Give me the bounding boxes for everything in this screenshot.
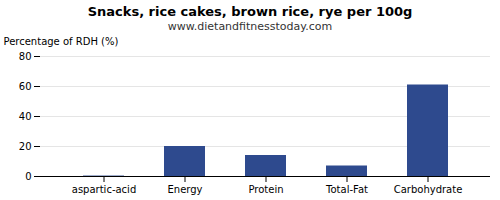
svg-text:0: 0 — [25, 171, 31, 182]
svg-text:80: 80 — [19, 51, 32, 62]
svg-text:40: 40 — [19, 111, 32, 122]
html-text:www.dietandfitnesstoday.com: www.dietandfitnesstoday.com — [167, 20, 333, 33]
svg-text:aspartic-acid: aspartic-acid — [72, 184, 136, 195]
svg-text:Energy: Energy — [167, 184, 202, 195]
svg-text:Carbohydrate: Carbohydrate — [394, 184, 463, 195]
html-text:Snacks, rice cakes, brown rice: Snacks, rice cakes, brown rice, rye per … — [87, 4, 413, 19]
svg-text:20: 20 — [19, 141, 32, 152]
svg-text:Total-Fat: Total-Fat — [325, 184, 368, 195]
svg-text:Percentage of RDH (%): Percentage of RDH (%) — [4, 36, 119, 47]
svg-text:Protein: Protein — [248, 184, 283, 195]
svg-text:60: 60 — [19, 81, 32, 92]
